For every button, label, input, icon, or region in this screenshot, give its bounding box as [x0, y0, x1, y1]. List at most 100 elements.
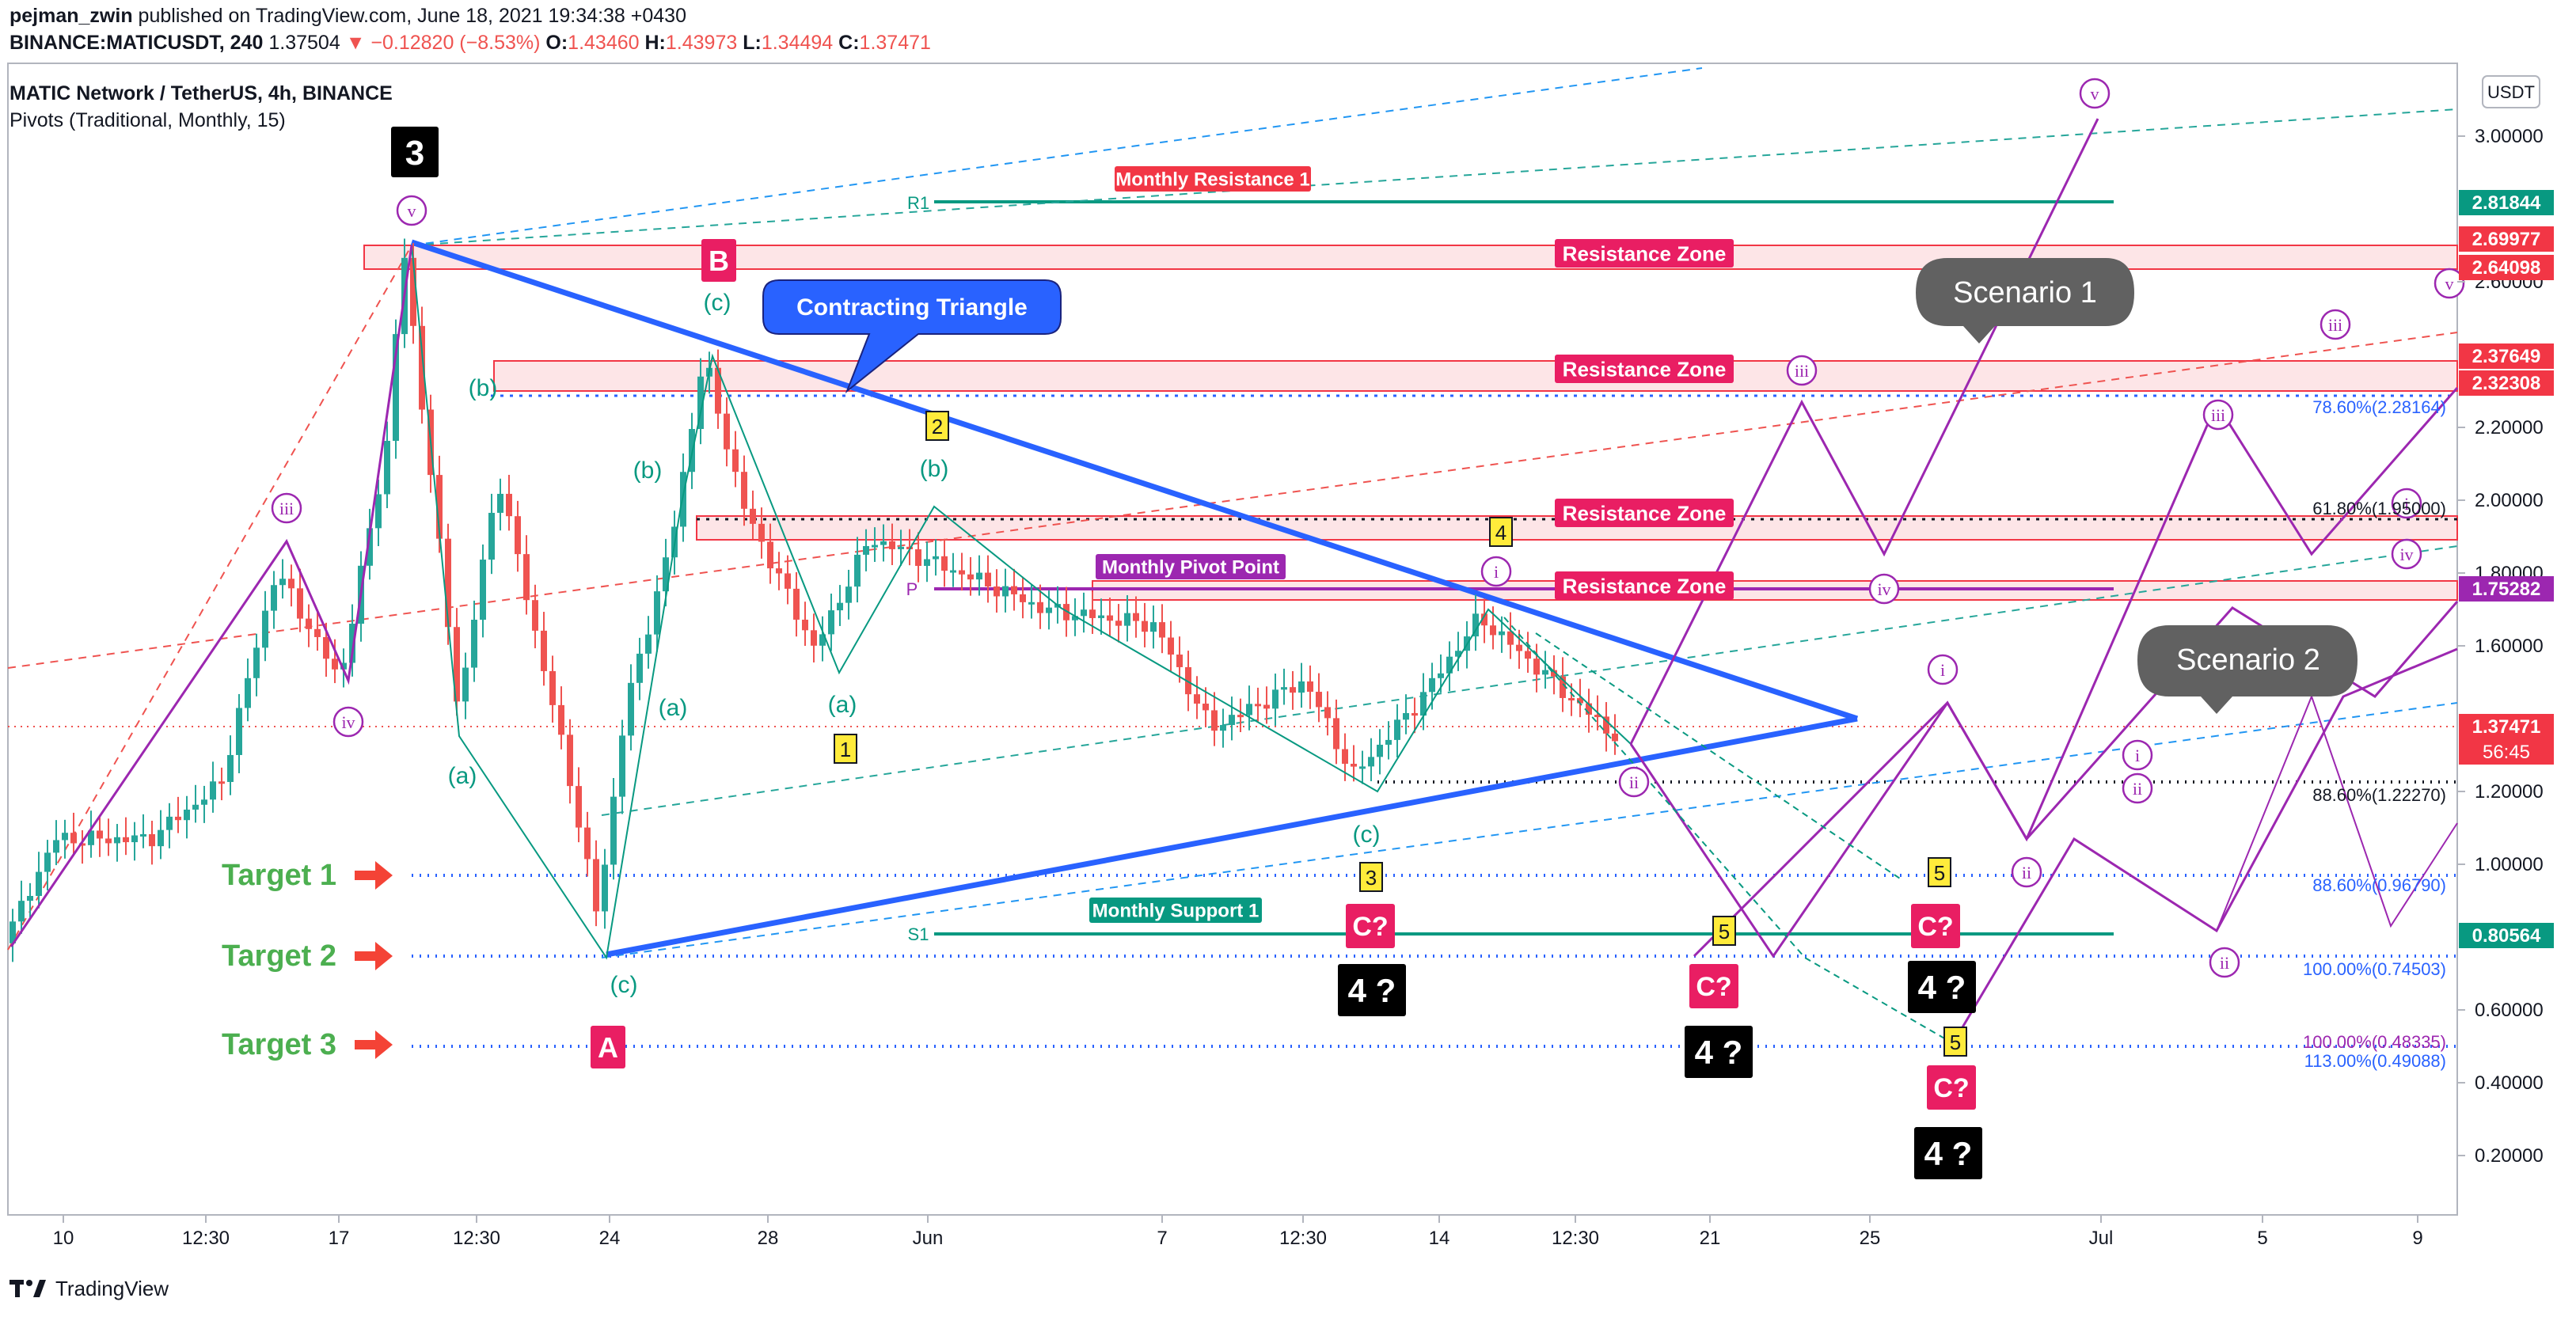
- candle-body: [1211, 710, 1218, 731]
- candle-body: [149, 833, 155, 847]
- monthly-resistance-label-box: [1115, 166, 1311, 192]
- price-tick-10: 0.40000: [2475, 1072, 2544, 1094]
- four-question-label-3: 4 ?: [1918, 969, 1966, 1006]
- candle-body: [192, 804, 199, 810]
- candle-body: [1342, 749, 1348, 765]
- candle-body: [1307, 681, 1313, 693]
- wave-circle-marker: [1480, 556, 1512, 587]
- open-label: O:: [545, 32, 568, 54]
- yellow-label-2: 4: [1495, 521, 1506, 545]
- candle-body: [1324, 707, 1331, 719]
- candle-body: [253, 647, 260, 678]
- candle-body: [880, 541, 887, 545]
- scenario1-path-a: [1629, 118, 2099, 745]
- candle-body: [976, 572, 982, 580]
- price-axis[interactable]: USDT3.000002.600002.200002.000001.800001…: [2457, 75, 2554, 1167]
- price-tick-3: 2.20000: [2475, 417, 2544, 438]
- price-label-box: [2459, 343, 2554, 369]
- candle-body: [419, 325, 425, 410]
- scenario2-path-b: [1946, 647, 2458, 1053]
- candle-body: [1063, 604, 1070, 621]
- c-question-label-3: C?: [1917, 912, 1953, 942]
- candle-body: [140, 833, 146, 837]
- scenario-1-label: Scenario 1: [1953, 276, 2097, 309]
- yellow-label-box: [1943, 1027, 1967, 1057]
- candle-body: [532, 600, 538, 631]
- monthly-support-label-box: [1089, 898, 1262, 923]
- wave-text-label: (a): [448, 763, 477, 789]
- candle-body: [271, 585, 277, 611]
- wave-circle-label: ii: [2022, 863, 2031, 882]
- wave-circle-marker: [1927, 654, 1959, 685]
- time-tick-2: 12:30: [182, 1228, 230, 1249]
- wave-path-impulse: [9, 245, 413, 947]
- candle-body: [1603, 716, 1609, 734]
- wave-circle-marker: [2391, 488, 2422, 519]
- candle-body: [628, 682, 634, 736]
- c-question-label-4: C?: [1933, 1073, 1969, 1103]
- author-name[interactable]: pejman_zwin: [9, 5, 133, 27]
- wave-circle-label: i: [2404, 494, 2409, 514]
- c-question-label-1: C?: [1352, 912, 1388, 942]
- candle-body: [218, 781, 225, 784]
- four-question-label-3-box: [1908, 961, 1976, 1013]
- candle-body: [959, 570, 965, 575]
- wave-circle-marker: [2209, 947, 2240, 978]
- candle-body: [497, 493, 503, 513]
- high-value: 1.43973: [665, 32, 738, 54]
- price-label-8: 0.80564: [2472, 925, 2541, 947]
- wave-circle-label: v: [2445, 274, 2454, 294]
- candle-body: [593, 859, 599, 912]
- time-tick-9: 12:30: [1279, 1228, 1327, 1249]
- price-label-1: 2.81844: [2472, 192, 2541, 214]
- indicator-label[interactable]: Pivots (Traditional, Monthly, 15): [9, 109, 286, 131]
- candle-body: [1107, 615, 1113, 621]
- monthly-pivot-label-box: [1096, 554, 1286, 579]
- candle-body: [985, 572, 991, 586]
- wave-text-label: (b): [920, 456, 949, 482]
- wave-circle-label: ii: [1629, 772, 1639, 792]
- candle-body: [1255, 704, 1261, 707]
- wave-text-label: (a): [828, 692, 857, 718]
- candle-body: [1351, 764, 1357, 767]
- candle-body: [123, 837, 129, 843]
- yellow-label-box: [1489, 517, 1513, 547]
- candle-body: [758, 523, 765, 542]
- price-change: ▼ −0.12820 (−8.53%): [345, 32, 541, 54]
- zones-layer: [363, 245, 2458, 601]
- footer-brand[interactable]: TradingView: [9, 1271, 169, 1306]
- candle-body: [523, 554, 530, 601]
- candle-body: [802, 619, 808, 631]
- candle-body: [279, 579, 286, 586]
- time-axis[interactable]: 10 12:30 17 12:30 24 28 Jun 7 12:30 14 12:30 21 25 Ju…: [53, 1215, 2423, 1249]
- candle-body: [645, 634, 652, 654]
- price-label-box: [2459, 576, 2554, 602]
- close-label: C:: [838, 32, 860, 54]
- candle-body: [1133, 613, 1139, 621]
- candle-body: [1333, 718, 1339, 750]
- wave-circle-label: v: [2091, 84, 2099, 104]
- wave-text-label: (a): [659, 695, 688, 721]
- price-label-5: 2.32308: [2472, 373, 2541, 394]
- candle-body: [314, 628, 321, 637]
- symbol-label: BINANCE:MATICUSDT, 240: [9, 32, 264, 54]
- resistance-zone-label-2: Resistance Zone: [1563, 357, 1727, 381]
- ohlc-line: BINANCE:MATICUSDT, 240 1.37504 ▼ −0.1282…: [9, 32, 931, 55]
- four-question-label-1: 4 ?: [1348, 972, 1396, 1009]
- monthly-support-label: Monthly Support 1: [1092, 901, 1260, 922]
- candle-body: [863, 545, 869, 555]
- wave-text-label: (b): [469, 375, 498, 401]
- candle-body: [889, 541, 895, 549]
- price-tick-7: 1.20000: [2475, 781, 2544, 803]
- candle-body: [1246, 704, 1252, 715]
- candle-body: [845, 586, 852, 603]
- candle-body: [1237, 715, 1244, 718]
- candle-body: [1359, 766, 1366, 769]
- wave-circle-label: iii: [2211, 405, 2225, 425]
- candle-body: [767, 541, 773, 569]
- price-tick-8: 1.00000: [2475, 854, 2544, 875]
- candle-body: [654, 591, 660, 635]
- target-label-1: Target 1: [222, 859, 336, 892]
- time-tick-1: 10: [53, 1228, 74, 1249]
